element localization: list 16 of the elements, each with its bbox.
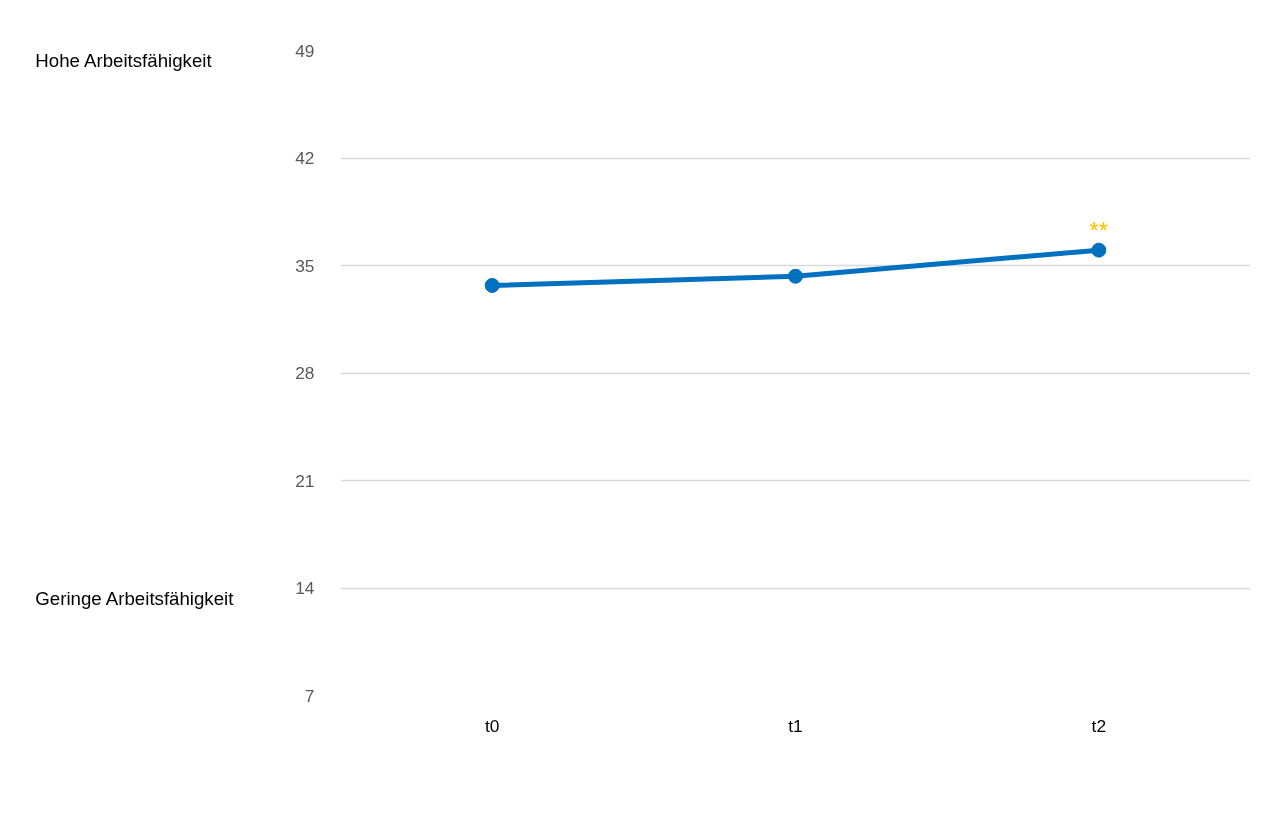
y-tick-label: 42 [295,148,315,168]
x-tick-label: t2 [1091,715,1107,736]
x-tick-label: t0 [484,715,500,736]
point [1091,242,1107,258]
point [484,277,500,293]
annotation: ** [1089,217,1109,245]
y-tick-label: 21 [295,470,315,491]
text: Hohe Arbeitsfähigkeit [35,49,213,71]
text: Geringe Arbeitsfähigkeit [35,588,235,610]
y-tick-label: 49 [295,40,315,61]
point [788,268,803,284]
y-tick-label: 28 [295,363,315,383]
y-tick-label: 35 [295,255,315,276]
x-tick-label: t1 [788,715,803,736]
y-tick-label: 7 [304,685,315,706]
y-tick-label: 14 [295,578,315,598]
